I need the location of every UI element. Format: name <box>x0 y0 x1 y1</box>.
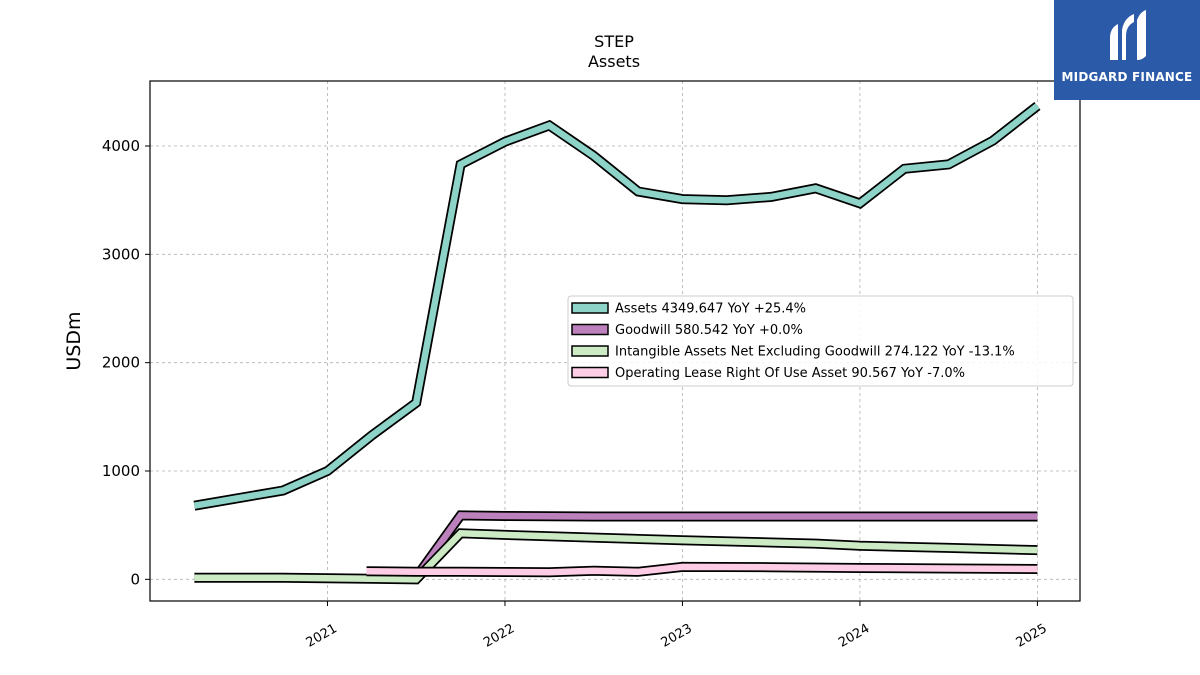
legend-item: Operating Lease Right Of Use Asset 90.56… <box>571 366 965 381</box>
legend-swatch <box>571 323 609 336</box>
series-line <box>366 563 1038 576</box>
midgard-finance-logo: MIDGARD FINANCE <box>1054 0 1200 100</box>
x-tick-label: 2025 <box>1014 621 1050 651</box>
legend-item: Intangible Assets Net Excluding Goodwill… <box>571 345 1015 360</box>
series-line <box>193 103 1040 509</box>
plot-frame <box>149 80 1081 602</box>
y-tick-label: 3000 <box>102 245 140 263</box>
series-line <box>194 529 1038 583</box>
legend-label: Assets 4349.647 YoY +25.4% <box>615 302 806 317</box>
series-operating-lease-right-of-use-asset <box>366 561 1038 578</box>
series-assets <box>193 101 1041 511</box>
legend-swatch <box>571 345 609 357</box>
chart-title: STEP <box>594 32 634 51</box>
legend-label: Goodwill 580.542 YoY +0.0% <box>615 323 803 338</box>
legend-item: Assets 4349.647 YoY +25.4% <box>571 302 806 317</box>
x-tick-label: 2024 <box>836 621 872 651</box>
logo-mark-icon <box>1110 10 1146 60</box>
legend-box <box>567 295 1074 387</box>
series-intangible-assets-net-excluding-goodwill <box>194 528 1038 585</box>
y-tick-label: 4000 <box>102 137 140 155</box>
legend-swatch <box>571 302 609 314</box>
legend: Assets 4349.647 YoY +25.4% Goodwill 580.5… <box>567 295 1074 387</box>
x-tick-label: 2021 <box>304 621 340 651</box>
series-lines <box>193 101 1041 585</box>
y-tick-label: 0 <box>130 570 140 588</box>
legend-item: Goodwill 580.542 YoY +0.0% <box>571 323 803 338</box>
x-tick-label: 2022 <box>481 621 517 651</box>
legend-label: Intangible Assets Net Excluding Goodwill… <box>615 345 1015 360</box>
logo-text: MIDGARD FINANCE <box>1061 70 1193 84</box>
series-goodwill <box>412 510 1038 581</box>
y-tick-label: 2000 <box>102 354 140 372</box>
y-axis-label: USDm <box>63 311 85 370</box>
chart-subtitle: Assets <box>588 52 640 71</box>
legend-label: Operating Lease Right Of Use Asset 90.56… <box>615 366 965 381</box>
x-tick-label: 2023 <box>659 621 695 651</box>
y-tick-label: 1000 <box>102 462 140 480</box>
series-line <box>413 512 1038 580</box>
legend-swatch <box>571 366 609 379</box>
